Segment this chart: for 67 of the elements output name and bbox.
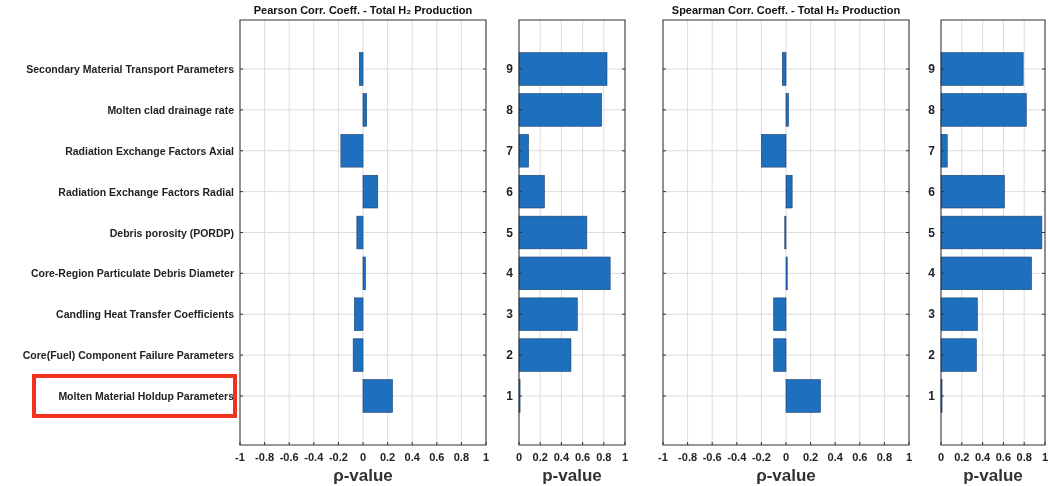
y-tick-label: 7 xyxy=(928,143,936,158)
x-tick-label: 0.8 xyxy=(1016,451,1032,463)
y-tick-label: Secondary Material Transport Parameters xyxy=(26,63,235,76)
chart-title: Pearson Corr. Coeff. - Total H₂ Production xyxy=(253,4,473,16)
x-tick-label: 0.4 xyxy=(827,451,844,463)
y-tick-label: 6 xyxy=(506,184,514,199)
x-tick-label: -1 xyxy=(658,451,668,463)
x-tick-label: 0.2 xyxy=(954,451,970,463)
y-tick-label: 5 xyxy=(928,225,936,240)
y-tick-label: 9 xyxy=(506,62,514,77)
y-tick-label: Core(Fuel) Component Failure Parameters xyxy=(22,349,235,362)
x-tick-label: 0.2 xyxy=(802,451,819,463)
y-tick-label: 3 xyxy=(506,307,514,322)
y-tick-label: 4 xyxy=(506,266,514,281)
x-tick-label: 1 xyxy=(621,451,629,463)
x-tick-label: -0.8 xyxy=(678,451,698,463)
x-tick-label: 1 xyxy=(1041,451,1049,463)
y-tick-label: 9 xyxy=(928,62,936,77)
x-tick-label: 0.6 xyxy=(429,451,445,463)
x-tick-label: -0.8 xyxy=(255,451,275,463)
x-tick-label: 0.4 xyxy=(404,451,421,463)
x-tick-label: 0 xyxy=(937,451,945,463)
x-tick-label: -0.6 xyxy=(702,451,722,463)
x-tick-label: -0.2 xyxy=(751,451,771,463)
y-tick-label: Candling Heat Transfer Coefficients xyxy=(56,308,235,321)
y-tick-label: 1 xyxy=(928,388,936,403)
y-tick-label: Molten clad drainage rate xyxy=(107,103,235,116)
y-tick-label: Radiation Exchange Factors Axial xyxy=(65,144,235,157)
x-tick-label: 0.8 xyxy=(596,451,612,463)
x-tick-label: 0 xyxy=(782,451,790,463)
x-axis-title: p-value xyxy=(542,466,602,485)
x-axis-title: p-value xyxy=(963,466,1023,485)
x-tick-label: 0.2 xyxy=(532,451,548,463)
x-tick-label: 0.6 xyxy=(574,451,591,463)
y-tick-label: 8 xyxy=(928,102,936,117)
x-tick-label: -0.4 xyxy=(304,451,325,463)
x-tick-label: 0.4 xyxy=(553,451,570,463)
chart-title: Spearman Corr. Coeff. - Total H₂ Production xyxy=(671,4,901,16)
y-tick-label: 4 xyxy=(928,266,936,281)
y-tick-label: Core-Region Particulate Debris Diameter xyxy=(30,267,234,280)
x-tick-label: 0.2 xyxy=(379,451,396,463)
x-tick-label: 1 xyxy=(905,451,913,463)
x-tick-label: -0.2 xyxy=(328,451,348,463)
x-tick-label: 0 xyxy=(359,451,367,463)
x-tick-label: 1 xyxy=(482,451,490,463)
x-tick-label: 0.8 xyxy=(453,451,470,463)
x-tick-label: -1 xyxy=(235,451,245,463)
y-tick-label: Radiation Exchange Factors Radial xyxy=(58,185,235,198)
x-tick-label: 0 xyxy=(515,451,523,463)
y-tick-label: 7 xyxy=(506,143,514,158)
y-tick-label: 5 xyxy=(506,225,514,240)
x-tick-label: 0.8 xyxy=(876,451,893,463)
x-axis-title: ρ-value xyxy=(333,466,393,485)
x-tick-label: -0.4 xyxy=(727,451,748,463)
x-tick-label: 0.6 xyxy=(995,451,1012,463)
y-tick-label: 2 xyxy=(928,348,936,363)
y-tick-label: 2 xyxy=(506,348,514,363)
y-tick-label: Molten Material Holdup Parameters xyxy=(58,389,235,402)
y-tick-label: 3 xyxy=(928,307,936,322)
y-tick-label: 8 xyxy=(506,102,514,117)
y-tick-label: 1 xyxy=(506,388,514,403)
y-tick-label: Debris porosity (PORDP) xyxy=(109,226,234,239)
x-axis-title: ρ-value xyxy=(756,466,816,485)
x-tick-label: -0.6 xyxy=(279,451,299,463)
x-tick-label: 0.6 xyxy=(852,451,868,463)
y-tick-label: 6 xyxy=(928,184,936,199)
x-tick-label: 0.4 xyxy=(974,451,992,463)
